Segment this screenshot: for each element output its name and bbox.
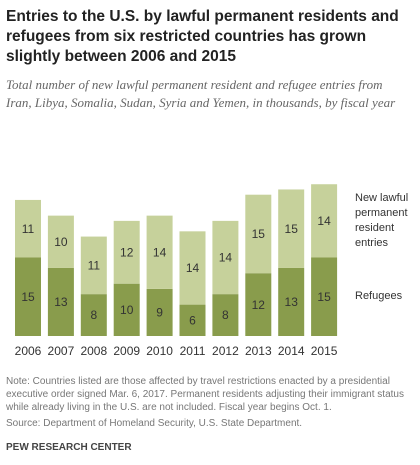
value-label: 8	[222, 308, 229, 322]
bar-segment	[212, 294, 239, 336]
x-tick-label: 2014	[278, 344, 305, 358]
value-label: 11	[88, 259, 101, 273]
x-tick-label: 2012	[212, 344, 239, 358]
chart-title: Entries to the U.S. by lawful permanent …	[6, 8, 399, 65]
value-label: 10	[54, 235, 68, 249]
value-label: 14	[219, 251, 233, 265]
value-label: 14	[153, 245, 167, 259]
x-tick-label: 2006	[15, 344, 42, 358]
bar-segment	[245, 194, 272, 274]
value-label: 13	[54, 295, 68, 309]
bar-segment	[245, 273, 272, 336]
bar-segment	[179, 304, 206, 336]
value-label: 6	[189, 313, 196, 327]
x-tick-label: 2008	[80, 344, 107, 358]
value-label: 9	[156, 306, 163, 320]
bar-segment	[278, 189, 305, 268]
chart-subtitle: Total number of new lawful permanent res…	[6, 77, 396, 110]
value-label: 14	[186, 261, 200, 275]
bar-segment	[113, 220, 140, 284]
bar-segment	[47, 267, 74, 336]
x-tick-label: 2009	[113, 344, 140, 358]
bar-segment	[179, 231, 206, 305]
bar-segment	[15, 257, 41, 336]
value-label: 10	[120, 303, 134, 317]
x-tick-label: 2010	[146, 344, 173, 358]
bar-segment	[278, 267, 305, 336]
bar-segment	[311, 184, 338, 258]
bar-segment	[146, 215, 173, 289]
bar-segment	[113, 283, 140, 336]
bar-segment	[146, 288, 173, 336]
value-label: 15	[317, 290, 331, 304]
bar-segment	[80, 236, 107, 295]
value-label: 12	[120, 245, 134, 259]
value-label: 12	[252, 298, 266, 312]
value-label: 15	[285, 222, 299, 236]
value-label: 15	[252, 227, 266, 241]
value-label: 15	[21, 290, 35, 304]
bar-segment	[212, 220, 239, 295]
x-tick-label: 2013	[245, 344, 272, 358]
note: Note: Countries listed are those affecte…	[6, 376, 404, 413]
x-tick-label: 2015	[311, 344, 338, 358]
value-label: 8	[90, 308, 97, 322]
bar-segment	[47, 215, 74, 268]
bar-segment	[311, 257, 338, 336]
legend-label: New lawful permanent resident entries	[355, 191, 409, 249]
value-label: 14	[317, 214, 331, 228]
credit: PEW RESEARCH CENTER	[6, 442, 132, 453]
bar-segment	[15, 199, 41, 258]
value-label: 11	[22, 222, 35, 236]
value-label: 13	[285, 295, 299, 309]
x-tick-label: 2011	[180, 344, 206, 358]
source: Source: Department of Homeland Security,…	[6, 418, 303, 429]
legend-label: Refugees	[355, 290, 403, 303]
bar-segment	[80, 294, 107, 336]
x-tick-label: 2007	[48, 344, 75, 358]
